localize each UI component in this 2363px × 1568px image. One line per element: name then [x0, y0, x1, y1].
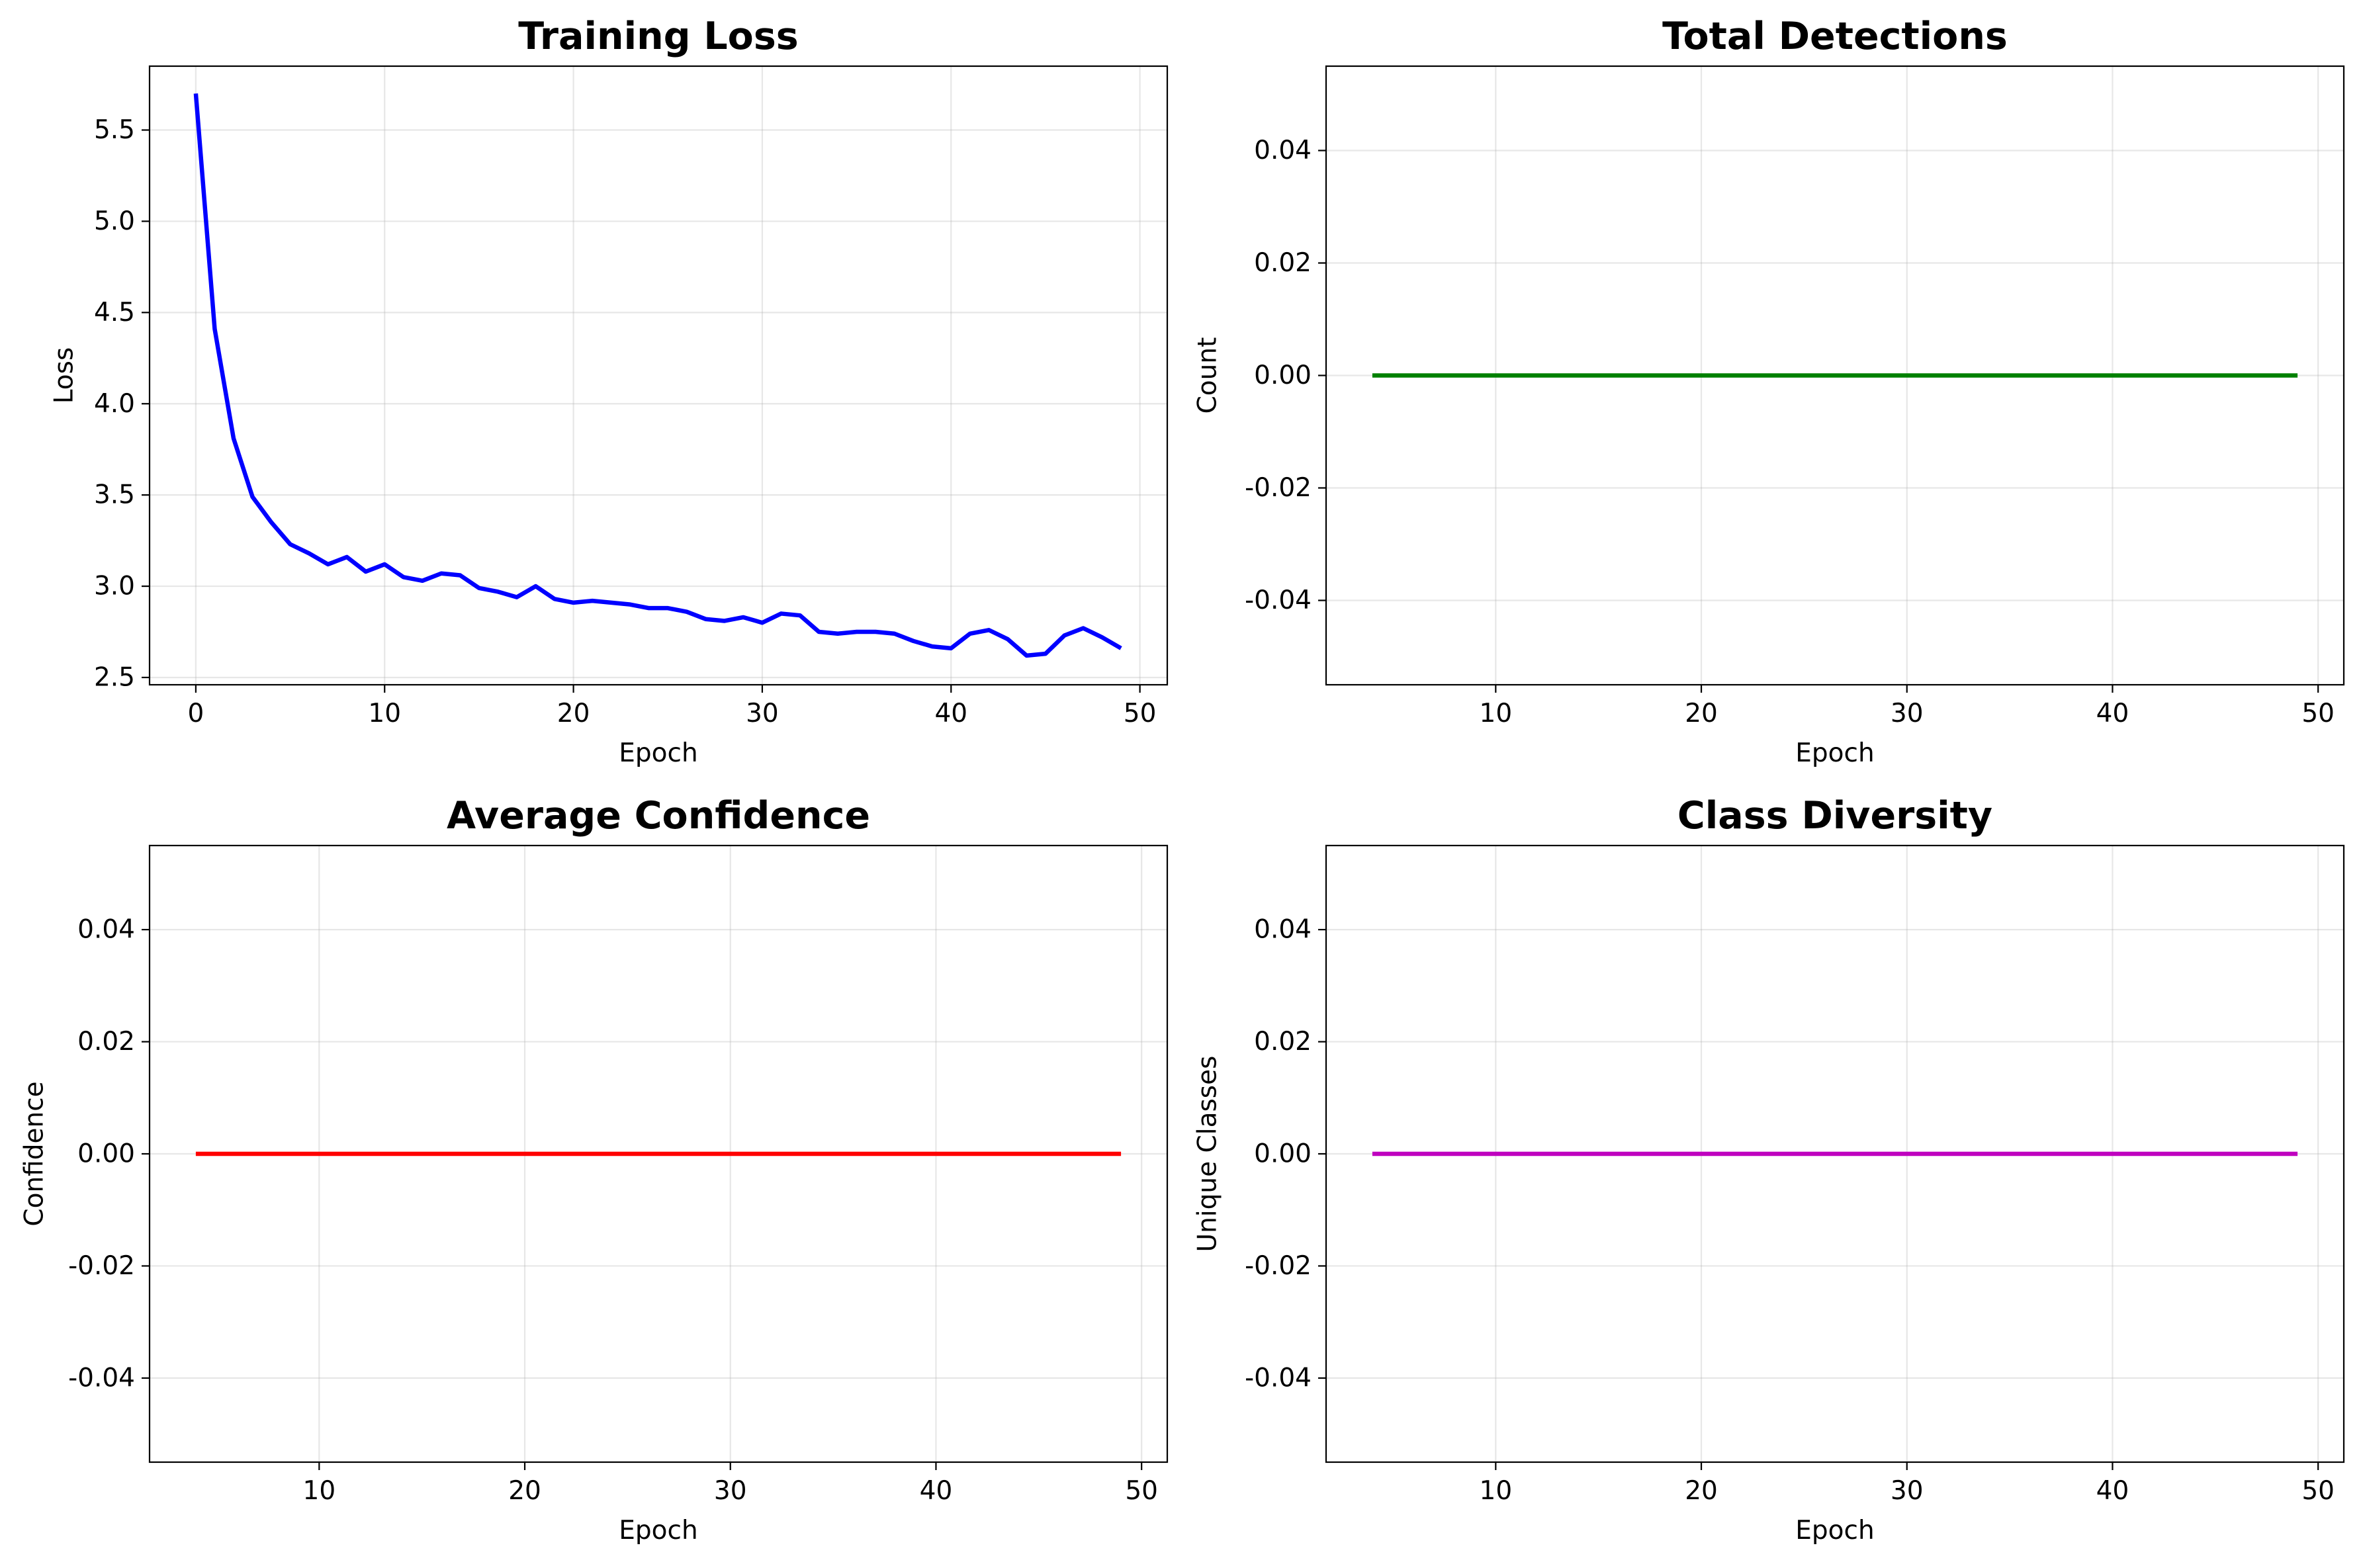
y-tick-label: -0.04 — [68, 1363, 135, 1393]
chart-title: Average Confidence — [447, 794, 870, 838]
chart-panel-3: 10 20 30 40 50 -0.04 -0.02 0.00 0.02 0.04 Average … — [20, 794, 1169, 1546]
x-tick-label: 50 — [1124, 699, 1157, 728]
x-tick-label: 10 — [368, 699, 401, 728]
x-tick-label: 20 — [508, 1476, 541, 1506]
chart-title: Total Detections — [1662, 15, 2008, 58]
x-tick-label: 10 — [303, 1476, 336, 1506]
x-axis-label: Epoch — [1795, 1516, 1874, 1546]
y-tick-label: 0.02 — [1254, 248, 1312, 278]
plot-frame — [148, 65, 1169, 686]
y-tick-label: 0.04 — [77, 915, 135, 945]
y-tick-label: 0.02 — [77, 1027, 135, 1057]
y-tick-label: -0.02 — [1245, 1251, 1312, 1281]
x-axis-label: Epoch — [619, 738, 697, 768]
x-tick-label: 0 — [187, 699, 204, 728]
y-tick-label: 0.02 — [1254, 1027, 1312, 1057]
y-tick-label: 0.00 — [77, 1139, 135, 1169]
x-tick-label: 10 — [1480, 1476, 1513, 1506]
y-tick-label: 0.04 — [1254, 136, 1312, 165]
x-tick-label: 30 — [1891, 699, 1924, 728]
x-tick-label: 50 — [2301, 699, 2335, 728]
x-tick-label: 20 — [1685, 699, 1718, 728]
x-tick-label: 40 — [934, 699, 967, 728]
x-tick-label: 50 — [2301, 1476, 2335, 1506]
x-tick-label: 10 — [1480, 699, 1513, 728]
y-tick-label: 0.04 — [1254, 915, 1312, 945]
y-tick-label: 4.5 — [94, 298, 135, 327]
x-tick-label: 20 — [557, 699, 590, 728]
y-axis-label: Loss — [50, 347, 79, 404]
series-line — [193, 93, 1122, 658]
x-tick-label: 30 — [746, 699, 779, 728]
y-tick-label: 2.5 — [94, 662, 135, 692]
chart-title: Class Diversity — [1677, 794, 1992, 838]
chart-panel-2: 10 20 30 40 50 -0.04 -0.02 0.00 0.02 0.04 Total De… — [1193, 15, 2345, 768]
y-tick-label: 3.0 — [94, 572, 135, 601]
x-tick-label: 40 — [2096, 1476, 2129, 1506]
x-tick-label: 40 — [2096, 699, 2129, 728]
y-tick-label: -0.02 — [68, 1251, 135, 1281]
y-tick-label: -0.04 — [1245, 586, 1312, 615]
x-tick-label: 40 — [920, 1476, 953, 1506]
y-tick-label: 0.00 — [1254, 1139, 1312, 1169]
y-axis-label: Count — [1193, 337, 1223, 414]
panels: 0 10 20 30 40 50 2.5 3.0 3.5 4.0 4.5 5.0 5.5 Training… — [20, 15, 2345, 1546]
x-tick-label: 30 — [714, 1476, 747, 1506]
y-tick-label: 3.5 — [94, 480, 135, 510]
x-axis-label: Epoch — [1795, 738, 1874, 768]
x-tick-label: 20 — [1685, 1476, 1718, 1506]
x-axis-label: Epoch — [619, 1516, 697, 1546]
y-tick-label: -0.02 — [1245, 473, 1312, 503]
chart-panel-1: 0 10 20 30 40 50 2.5 3.0 3.5 4.0 4.5 5.0 5.5 Training… — [50, 15, 1169, 768]
y-axis-label: Unique Classes — [1193, 1056, 1223, 1252]
y-tick-label: -0.04 — [1245, 1363, 1312, 1393]
y-axis-label: Confidence — [20, 1081, 50, 1226]
y-tick-label: 5.5 — [94, 115, 135, 145]
x-tick-label: 50 — [1125, 1476, 1158, 1506]
chart-panel-4: 10 20 30 40 50 -0.04 -0.02 0.00 0.02 0.04 Class Di… — [1193, 794, 2345, 1546]
x-tick-label: 30 — [1891, 1476, 1924, 1506]
y-tick-label: 4.0 — [94, 389, 135, 419]
y-tick-label: 0.00 — [1254, 361, 1312, 390]
y-tick-label: 5.0 — [94, 206, 135, 236]
chart-title: Training Loss — [518, 15, 798, 58]
